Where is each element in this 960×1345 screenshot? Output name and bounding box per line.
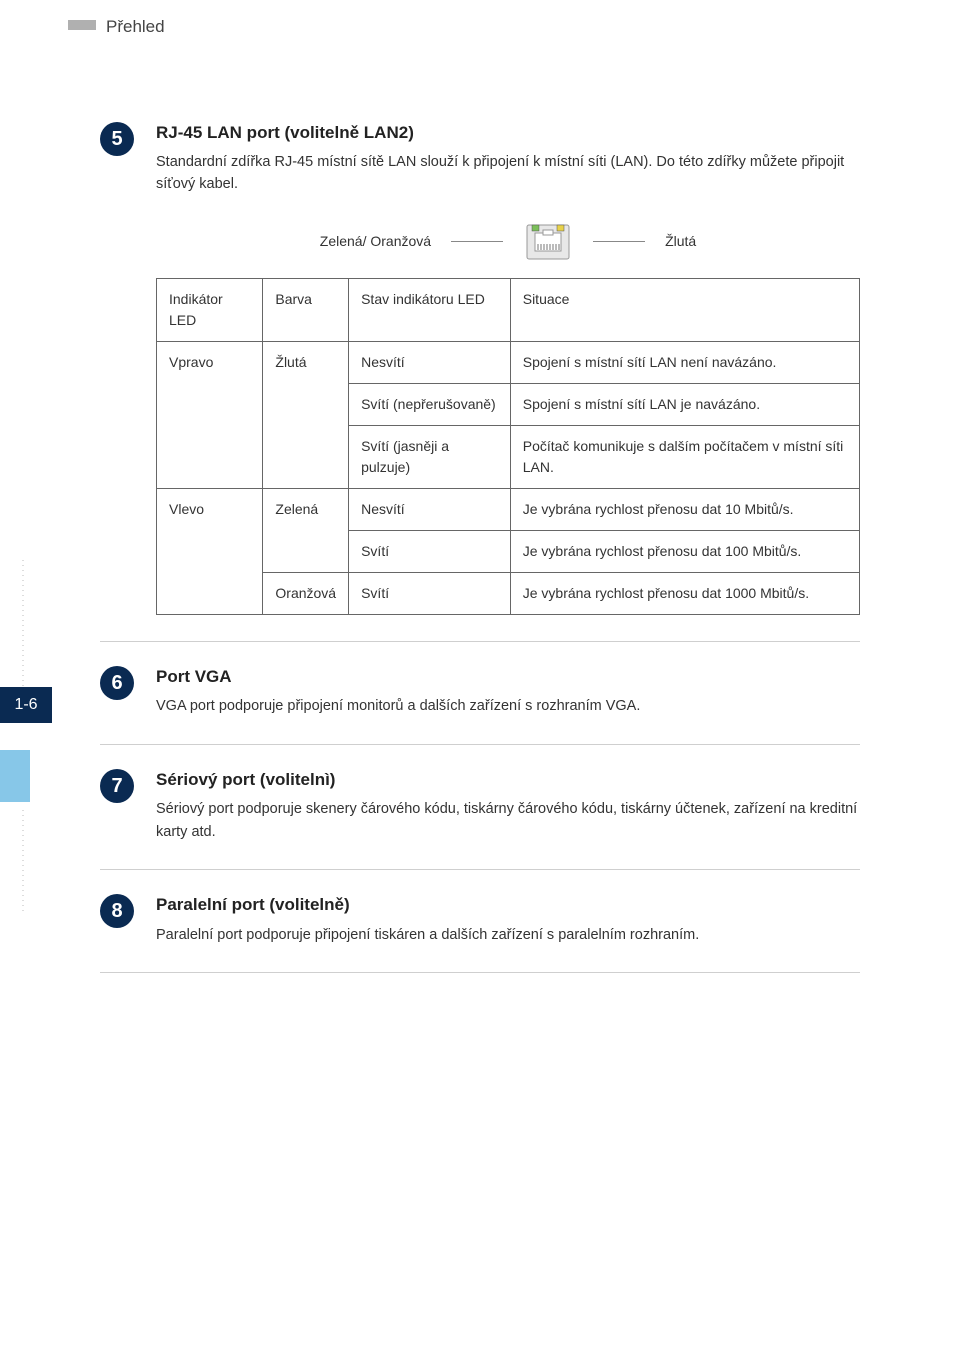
th-situation: Situace xyxy=(510,278,859,341)
cell: Svítí (nepřerušovaně) xyxy=(349,383,511,425)
section-5-desc: Standardní zdířka RJ-45 místní sítě LAN … xyxy=(156,151,860,196)
cell: Žlutá xyxy=(263,341,349,488)
cell: Vpravo xyxy=(157,341,263,488)
page-number-tab: 1-6 xyxy=(0,687,52,723)
cell: Je vybrána rychlost přenosu dat 1000 Mbi… xyxy=(510,572,859,614)
cell: Spojení s místní sítí LAN je navázáno. xyxy=(510,383,859,425)
section-8-title: Paralelní port (volitelně) xyxy=(156,892,860,918)
section-7: 7 Sériový port (volitelnì) Sériový port … xyxy=(100,744,860,869)
cell: Nesvítí xyxy=(349,341,511,383)
th-indicator: Indikátor LED xyxy=(157,278,263,341)
cell: Oranžová xyxy=(263,572,349,614)
section-7-desc: Sériový port podporuje skenery čárového … xyxy=(156,798,860,843)
cell: Svítí xyxy=(349,530,511,572)
section-5: 5 RJ-45 LAN port (volitelně LAN2) Standa… xyxy=(100,50,860,641)
cell: Spojení s místní sítí LAN není navázáno. xyxy=(510,341,859,383)
section-8-badge: 8 xyxy=(100,894,134,928)
cell: Vlevo xyxy=(157,488,263,614)
side-dotted-line-lower xyxy=(22,810,24,915)
section-6-badge: 6 xyxy=(100,666,134,700)
section-7-badge: 7 xyxy=(100,769,134,803)
section-7-title: Sériový port (volitelnì) xyxy=(156,767,860,793)
side-color-tab xyxy=(0,750,30,802)
table-row: Oranžová Svítí Je vybrána rychlost přeno… xyxy=(157,572,860,614)
table-row: Vpravo Žlutá Nesvítí Spojení s místní sí… xyxy=(157,341,860,383)
cell: Svítí xyxy=(349,572,511,614)
cell: Je vybrána rychlost přenosu dat 10 Mbitů… xyxy=(510,488,859,530)
th-color: Barva xyxy=(263,278,349,341)
header-accent-bar xyxy=(68,20,96,30)
page-header: Přehled xyxy=(0,0,960,50)
cell: Svítí (jasněji a pulzuje) xyxy=(349,425,511,488)
section-5-title: RJ-45 LAN port (volitelně LAN2) xyxy=(156,120,860,146)
jack-line-right xyxy=(593,241,645,242)
section-5-badge: 5 xyxy=(100,122,134,156)
th-state: Stav indikátoru LED xyxy=(349,278,511,341)
content-area: 5 RJ-45 LAN port (volitelně LAN2) Standa… xyxy=(0,50,960,974)
led-table: Indikátor LED Barva Stav indikátoru LED … xyxy=(156,278,860,615)
jack-right-label: Žlutá xyxy=(665,231,696,252)
cell: Počítač komunikuje s dalším počítačem v … xyxy=(510,425,859,488)
cell: Je vybrána rychlost přenosu dat 100 Mbit… xyxy=(510,530,859,572)
jack-line-left xyxy=(451,241,503,242)
rj45-diagram: Zelená/ Oranžová xyxy=(156,224,860,260)
side-dotted-line-upper xyxy=(22,560,24,690)
section-8: 8 Paralelní port (volitelně) Paralelní p… xyxy=(100,869,860,973)
section-6-desc: VGA port podporuje připojení monitorů a … xyxy=(156,695,860,717)
jack-left-label: Zelená/ Oranžová xyxy=(320,231,431,252)
page-title: Přehled xyxy=(106,14,960,40)
section-6: 6 Port VGA VGA port podporuje připojení … xyxy=(100,641,860,744)
table-header-row: Indikátor LED Barva Stav indikátoru LED … xyxy=(157,278,860,341)
rj45-icon xyxy=(523,224,573,260)
cell: Nesvítí xyxy=(349,488,511,530)
section-6-title: Port VGA xyxy=(156,664,860,690)
section-8-desc: Paralelní port podporuje připojení tiská… xyxy=(156,924,860,946)
table-row: Vlevo Zelená Nesvítí Je vybrána rychlost… xyxy=(157,488,860,530)
cell: Zelená xyxy=(263,488,349,572)
